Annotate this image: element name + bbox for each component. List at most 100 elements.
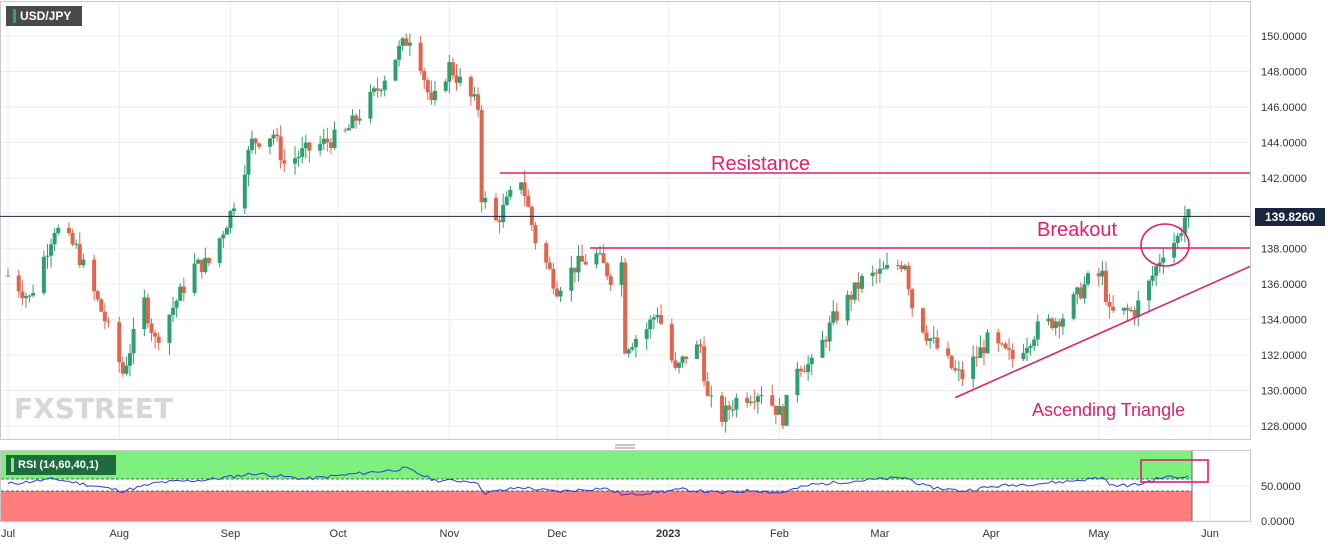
y-tick-label: 144.0000 (1261, 137, 1307, 149)
candle-body (458, 76, 463, 83)
candle-body (49, 244, 54, 256)
candle-body (996, 332, 1001, 344)
candle-body (196, 259, 201, 264)
x-tick-label: 2023 (656, 528, 680, 540)
candle-body (856, 282, 861, 289)
candle-body (497, 220, 502, 223)
candle-body (1057, 321, 1062, 327)
candle-body (171, 307, 176, 315)
ascending-trendline (954, 265, 1251, 399)
y-tick-label: 138.0000 (1261, 244, 1307, 256)
candle-body (1129, 310, 1134, 312)
candle-body (748, 401, 753, 403)
candle-body (1096, 273, 1101, 277)
candle-body (167, 314, 172, 343)
x-tick-label: Aug (109, 528, 129, 540)
candle-body (910, 289, 915, 309)
candle-body (533, 225, 538, 244)
candle-body (946, 348, 951, 356)
candle-body (382, 80, 387, 91)
candle-body (544, 243, 549, 263)
candle-body (52, 232, 57, 245)
y-tick-label: 128.0000 (1261, 421, 1307, 433)
candle-body (443, 81, 448, 91)
candle-body (795, 368, 800, 396)
candle-body (730, 409, 735, 411)
x-tick-label: Nov (440, 528, 460, 540)
candle-body (899, 265, 904, 270)
candle-body (601, 253, 606, 264)
candle-body (676, 362, 681, 368)
candle-body (41, 256, 46, 293)
candle-body (375, 88, 380, 91)
rsi-label-text: RSI (14,60,40,1) (18, 459, 99, 471)
main-plot-frame (0, 1, 1251, 440)
candle-body (1082, 284, 1087, 299)
candle-body (429, 92, 434, 101)
candle-body (293, 158, 298, 164)
candle-body (479, 109, 484, 203)
candle-body (1103, 270, 1108, 302)
candle-body (275, 134, 280, 137)
candle-body (956, 369, 961, 371)
candle-body (684, 356, 689, 359)
candle-body (447, 62, 452, 82)
candle-body (981, 347, 986, 354)
y-tick-label: 142.0000 (1261, 173, 1307, 185)
main-grid (1, 2, 1250, 439)
candle-body (400, 38, 405, 46)
candle-body (1035, 321, 1040, 340)
candle-body (526, 196, 531, 207)
candle-body (655, 315, 660, 318)
candle-body (619, 262, 624, 285)
candle-body (881, 268, 886, 270)
resistance-label: Resistance (711, 153, 810, 175)
candle-body (332, 129, 337, 148)
candle-body (834, 311, 839, 321)
candle-body (508, 189, 513, 197)
candle-body (224, 227, 229, 235)
candle-body (859, 276, 864, 289)
candle-body (960, 369, 965, 379)
candle-body (354, 115, 359, 121)
candle-body (504, 196, 509, 205)
candle-body (1086, 273, 1091, 285)
x-tick-label: Sep (221, 528, 241, 540)
candle-body (221, 234, 226, 239)
candle-body (1028, 345, 1033, 348)
candle-body (328, 142, 333, 148)
candle-body (124, 365, 129, 374)
candle-body (1111, 306, 1116, 311)
candle-body (1021, 352, 1026, 360)
rsi-indicator-label[interactable]: RSI (14,60,40,1) (6, 455, 116, 475)
candle-body (56, 227, 61, 233)
candle-body (633, 338, 638, 348)
candle-body (885, 264, 890, 269)
candle-body (296, 156, 301, 159)
candle-body (425, 80, 430, 93)
candle-body (1161, 257, 1166, 263)
candle-body (694, 344, 699, 359)
x-tick-label: Oct (330, 528, 347, 540)
rsi-y-tick-label: 0.0000 (1261, 516, 1295, 528)
candle-body (476, 94, 481, 110)
y-tick-label: 130.0000 (1261, 386, 1307, 398)
candle-body (1060, 318, 1065, 327)
candle-body (669, 323, 674, 361)
candle-body (978, 347, 983, 358)
candle-body (1003, 343, 1008, 349)
candle-body (16, 275, 21, 292)
y-tick-label: 136.0000 (1261, 279, 1307, 291)
rsi-axis: 50.0000 0.0000 (1261, 481, 1301, 528)
candle-body (181, 286, 186, 293)
candle-body (343, 129, 348, 131)
candle-body (849, 294, 854, 300)
candle-body (228, 211, 233, 228)
candle-body (156, 336, 161, 343)
candle-body (827, 322, 832, 342)
candle-body (454, 75, 459, 83)
candle-body (23, 296, 28, 299)
candle-body (1078, 287, 1083, 299)
candle-body (206, 257, 211, 264)
candle-body (1046, 318, 1051, 322)
